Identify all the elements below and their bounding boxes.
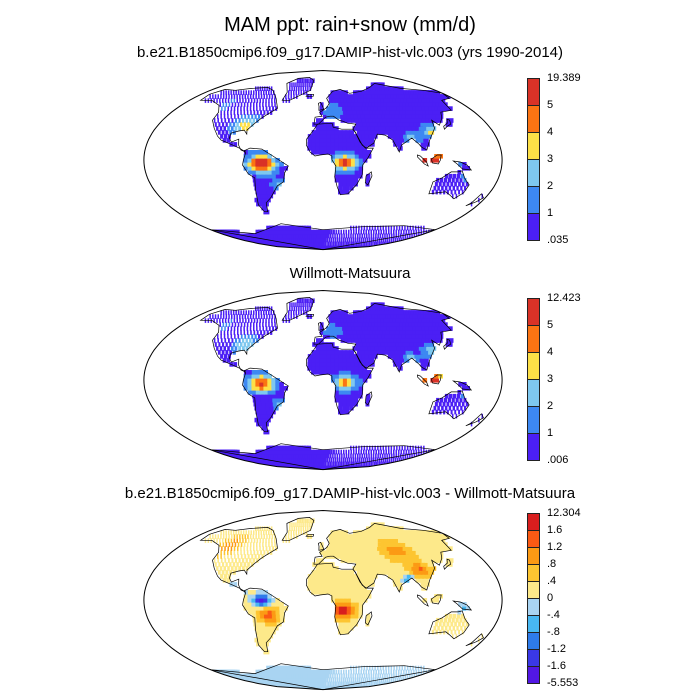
- panel-3-title: b.e21.B1850cmip6.f09_g17.DAMIP-hist-vlc.…: [124, 485, 576, 502]
- colorbar-segment: [527, 666, 540, 684]
- colorbar-label: -.4: [547, 609, 560, 621]
- colorbar-segment: [527, 132, 540, 160]
- panel-1-model-precip-map: [143, 69, 503, 251]
- colorbar-label: 2: [547, 400, 554, 412]
- colorbar-label: 1.6: [547, 524, 563, 536]
- colorbar-label: 4: [547, 346, 554, 358]
- colorbar-label: 5: [547, 319, 554, 331]
- colorbar-segment: [527, 298, 540, 326]
- colorbar-segment: [527, 105, 540, 133]
- colorbar-segment: [527, 186, 540, 214]
- colorbar-segment: [527, 649, 540, 667]
- colorbar-segment: [527, 564, 540, 582]
- coastlines: [199, 517, 484, 690]
- colorbar-label: 5: [547, 99, 554, 111]
- colorbar-segment: [527, 213, 540, 241]
- colorbar-label: 12.423: [547, 292, 581, 304]
- colorbar-segment: [527, 78, 540, 106]
- colorbar-segment: [527, 379, 540, 407]
- colorbar-segment: [527, 513, 540, 531]
- colorbar-segment: [527, 598, 540, 616]
- colorbar-label: .8: [547, 558, 557, 570]
- colorbar-segment: [527, 159, 540, 187]
- colorbar-segment: [527, 530, 540, 548]
- coastlines: [199, 297, 484, 470]
- coastlines: [199, 77, 484, 250]
- colorbar-segment: [527, 352, 540, 380]
- colorbar-label: 4: [547, 126, 554, 138]
- colorbar-label: .035: [547, 234, 569, 246]
- colorbar-label: -.8: [547, 626, 560, 638]
- panel-2-observed-precip-map: [143, 289, 503, 471]
- map-border: [143, 69, 503, 251]
- colorbar-label: .006: [547, 454, 569, 466]
- colorbar-label: 0: [547, 592, 554, 604]
- colorbar-segment: [527, 581, 540, 599]
- colorbar-label: -1.2: [547, 643, 566, 655]
- map-border: [143, 509, 503, 691]
- colorbar-label: 19.389: [547, 72, 581, 84]
- colorbar-label: 2: [547, 180, 554, 192]
- panel-3-difference-map: [143, 509, 503, 691]
- colorbar-segment: [527, 433, 540, 461]
- precip-grid-cells: [204, 78, 483, 250]
- colorbar-label: 12.304: [547, 507, 581, 519]
- colorbar-segment: [527, 325, 540, 353]
- colorbar-label: 3: [547, 153, 554, 165]
- colorbar-segment: [527, 632, 540, 650]
- panel-1-title: b.e21.B1850cmip6.f09_g17.DAMIP-hist-vlc.…: [136, 44, 564, 61]
- colorbar-segment: [527, 406, 540, 434]
- colorbar-label: .4: [547, 575, 557, 587]
- colorbar-label: 1: [547, 427, 554, 439]
- colorbar-segment: [527, 547, 540, 565]
- map-border: [143, 289, 503, 471]
- colorbar-label: 1.2: [547, 541, 563, 553]
- colorbar-label: 3: [547, 373, 554, 385]
- figure-title: MAM ppt: rain+snow (mm/d): [224, 14, 476, 36]
- panel-2-title: Willmott-Matsuura: [289, 265, 411, 282]
- colorbar-label: -1.6: [547, 660, 566, 672]
- colorbar-label: -5.553: [547, 677, 579, 689]
- colorbar-label: 1: [547, 207, 554, 219]
- colorbar-segment: [527, 615, 540, 633]
